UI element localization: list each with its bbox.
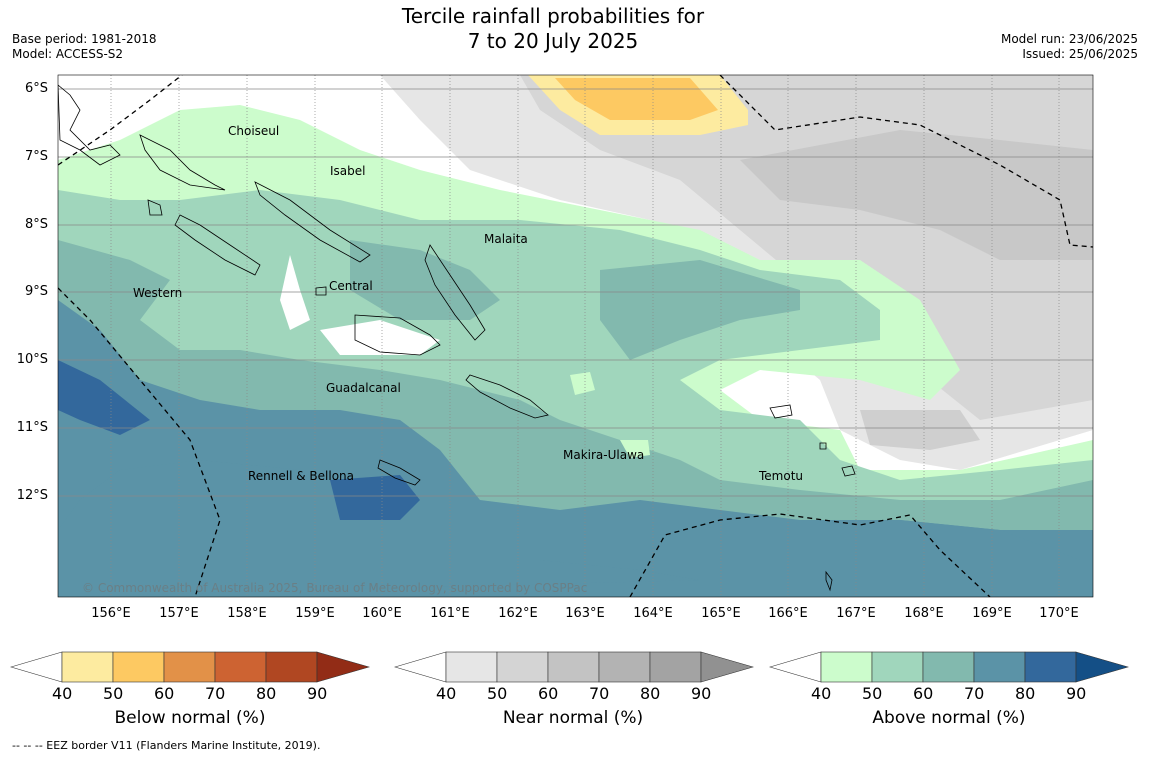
lon-label: 164°E bbox=[633, 606, 673, 621]
colorbar-below-label: Below normal (%) bbox=[114, 708, 266, 728]
colorbar-segment bbox=[265, 651, 318, 683]
lat-label: 10°S bbox=[16, 352, 48, 367]
map-gridlines bbox=[58, 75, 1093, 597]
issued-date: Issued: 25/06/2025 bbox=[1022, 47, 1138, 61]
colorbar-segment bbox=[61, 651, 114, 683]
colorbar-tick: 90 bbox=[691, 684, 712, 703]
lat-label: 11°S bbox=[16, 420, 48, 435]
lat-label: 9°S bbox=[24, 284, 48, 299]
eez-borders bbox=[58, 75, 1093, 597]
colorbar-below bbox=[10, 651, 370, 683]
meta-right: Model run: 23/06/2025 Issued: 25/06/2025 bbox=[1001, 32, 1138, 62]
meta-left: Base period: 1981-2018 Model: ACCESS-S2 bbox=[12, 32, 157, 62]
lon-label: 160°E bbox=[362, 606, 402, 621]
region-label-rennell-bellona: Rennell & Bellona bbox=[248, 469, 355, 483]
colorbar-tick: 50 bbox=[862, 684, 883, 703]
colorbar-tick: 50 bbox=[487, 684, 508, 703]
colorbar-near bbox=[394, 651, 754, 683]
colorbar-segment bbox=[1024, 651, 1077, 683]
coastlines bbox=[58, 84, 856, 592]
map-fill-layer bbox=[58, 75, 1093, 597]
map-title: Tercile rainfall probabilities for 7 to … bbox=[353, 4, 753, 54]
eez-footnote: -- -- -- EEZ border V11 (Flanders Marine… bbox=[12, 739, 321, 752]
title-line-1: Tercile rainfall probabilities for bbox=[401, 4, 705, 28]
lon-label: 159°E bbox=[295, 606, 335, 621]
lat-label: 12°S bbox=[16, 488, 48, 503]
colorbar-above-label: Above normal (%) bbox=[872, 708, 1026, 728]
rainfall-map bbox=[57, 74, 1094, 598]
region-label-isabel: Isabel bbox=[330, 164, 366, 178]
colorbar-over-triangle bbox=[700, 651, 754, 683]
region-label-malaita: Malaita bbox=[484, 232, 528, 246]
colorbar-tick: 40 bbox=[52, 684, 73, 703]
title-line-2: 7 to 20 July 2025 bbox=[467, 29, 639, 53]
colorbar-over-triangle bbox=[1075, 651, 1129, 683]
lon-label: 165°E bbox=[701, 606, 741, 621]
lon-label: 167°E bbox=[836, 606, 876, 621]
colorbar-segment bbox=[445, 651, 498, 683]
colorbar-tick: 80 bbox=[1015, 684, 1036, 703]
model-run: Model run: 23/06/2025 bbox=[1000, 32, 1138, 46]
lon-label: 157°E bbox=[159, 606, 199, 621]
lon-label: 169°E bbox=[972, 606, 1012, 621]
lon-label: 168°E bbox=[904, 606, 944, 621]
colorbar-tick: 70 bbox=[964, 684, 985, 703]
lon-label: 156°E bbox=[91, 606, 131, 621]
lat-label: 6°S bbox=[24, 81, 48, 96]
colorbar-tick: 60 bbox=[913, 684, 934, 703]
colorbar-tick: 60 bbox=[154, 684, 175, 703]
colorbar-segment bbox=[112, 651, 165, 683]
lon-label: 158°E bbox=[227, 606, 267, 621]
colorbar-segment bbox=[214, 651, 267, 683]
lat-label: 7°S bbox=[24, 149, 48, 164]
colorbar-segment bbox=[922, 651, 975, 683]
colorbar-segment bbox=[163, 651, 216, 683]
colorbar-segment bbox=[973, 651, 1026, 683]
colorbar-segment bbox=[820, 651, 873, 683]
colorbar-segment bbox=[649, 651, 702, 683]
colorbar-segment bbox=[598, 651, 651, 683]
colorbar-under-triangle bbox=[394, 651, 447, 683]
colorbar-under-triangle bbox=[10, 651, 63, 683]
lon-label: 163°E bbox=[565, 606, 605, 621]
copyright-note: © Commonwealth of Australia 2025, Bureau… bbox=[82, 581, 588, 595]
colorbar-tick: 70 bbox=[205, 684, 226, 703]
lat-label: 8°S bbox=[24, 217, 48, 232]
colorbar-under-triangle bbox=[769, 651, 822, 683]
colorbar-above bbox=[769, 651, 1129, 683]
region-label-western: Western bbox=[133, 286, 183, 300]
colorbar-tick: 80 bbox=[256, 684, 277, 703]
colorbar-tick: 40 bbox=[811, 684, 832, 703]
colorbar-tick: 90 bbox=[307, 684, 328, 703]
region-label-temotu: Temotu bbox=[759, 469, 804, 483]
colorbar-segment bbox=[547, 651, 600, 683]
region-label-choiseul: Choiseul bbox=[228, 124, 280, 138]
region-label-central: Central bbox=[329, 279, 373, 293]
colorbar-near-label: Near normal (%) bbox=[502, 708, 644, 728]
lon-label: 170°E bbox=[1039, 606, 1079, 621]
colorbar-tick: 90 bbox=[1066, 684, 1087, 703]
base-period: Base period: 1981-2018 bbox=[12, 32, 157, 46]
lon-label: 162°E bbox=[498, 606, 538, 621]
colorbar-over-triangle bbox=[316, 651, 370, 683]
colorbar-tick: 50 bbox=[103, 684, 124, 703]
colorbar-segment bbox=[496, 651, 549, 683]
colorbar-tick: 80 bbox=[640, 684, 661, 703]
colorbar-tick: 60 bbox=[538, 684, 559, 703]
lon-label: 166°E bbox=[768, 606, 808, 621]
lon-label: 161°E bbox=[430, 606, 470, 621]
region-label-makira-ulawa: Makira-Ulawa bbox=[563, 448, 645, 462]
model-name: Model: ACCESS-S2 bbox=[12, 47, 124, 61]
colorbar-tick: 70 bbox=[589, 684, 610, 703]
colorbar-segment bbox=[871, 651, 924, 683]
region-label-guadalcanal: Guadalcanal bbox=[326, 381, 401, 395]
colorbar-tick: 40 bbox=[436, 684, 457, 703]
